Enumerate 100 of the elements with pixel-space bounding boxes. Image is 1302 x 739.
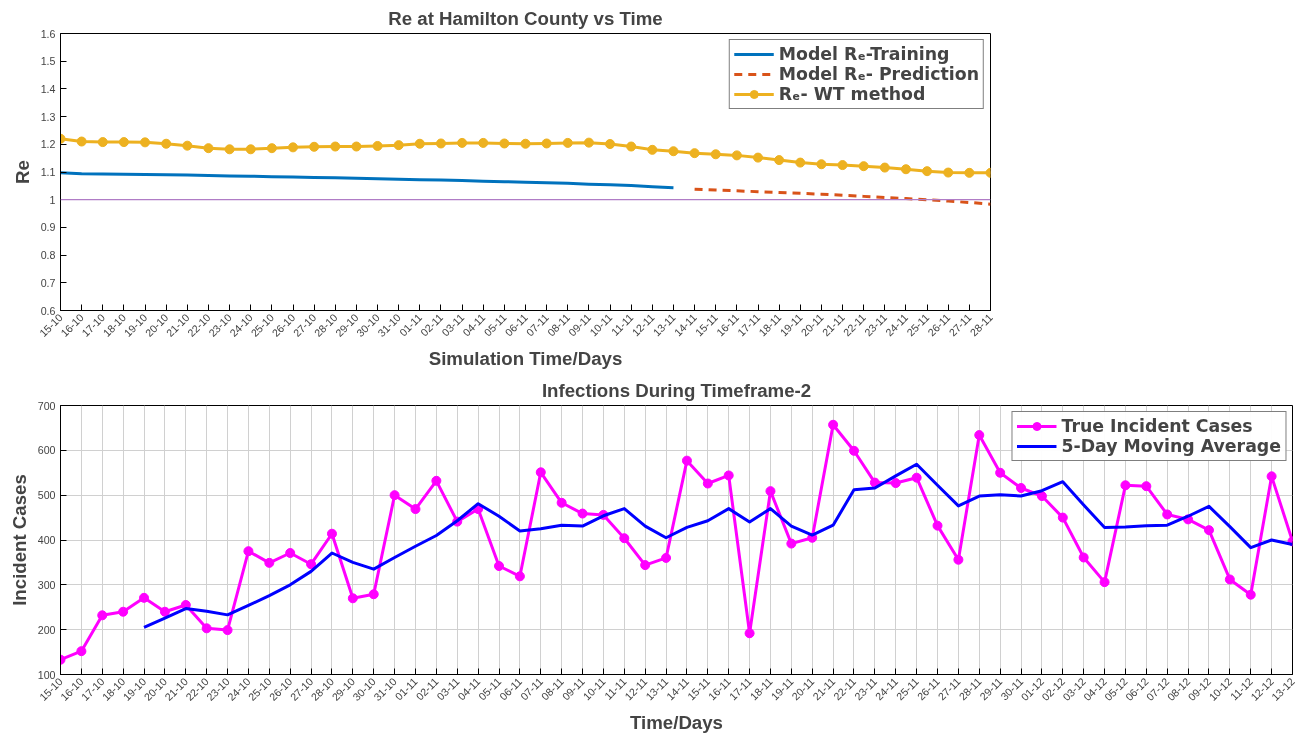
y-axis-title: Re <box>11 160 33 184</box>
point <box>1245 589 1256 600</box>
point <box>828 419 839 430</box>
point <box>372 140 383 151</box>
point <box>389 490 400 501</box>
y-tick-label: 500 <box>37 489 56 502</box>
point <box>848 445 859 456</box>
point <box>435 138 446 149</box>
point <box>731 150 742 161</box>
point <box>1162 509 1173 520</box>
point <box>619 533 630 544</box>
point <box>494 561 505 571</box>
point <box>702 478 713 489</box>
point <box>457 137 468 148</box>
y-tick-label: 400 <box>37 534 56 546</box>
point <box>1016 483 1027 493</box>
y-tick-label: 1 <box>49 193 56 206</box>
y-tick-label: 600 <box>37 444 56 457</box>
point <box>932 520 943 531</box>
point <box>1266 471 1277 482</box>
point <box>816 159 827 170</box>
point <box>1120 480 1131 491</box>
point <box>266 143 277 154</box>
point <box>161 138 172 149</box>
point <box>245 144 256 155</box>
point <box>577 508 588 519</box>
point <box>879 162 890 173</box>
point <box>97 137 108 148</box>
y-tick-label: 100 <box>37 668 56 681</box>
point <box>159 606 170 617</box>
point <box>605 139 616 150</box>
point <box>556 497 567 508</box>
point <box>837 160 848 171</box>
point <box>964 167 975 178</box>
point <box>431 475 442 486</box>
point <box>1057 512 1068 523</box>
point <box>139 592 150 603</box>
point <box>890 478 901 489</box>
point <box>182 140 193 151</box>
y-axis-title: Incident Cases <box>8 474 30 606</box>
point <box>953 554 964 565</box>
point <box>330 141 341 152</box>
point <box>753 152 763 163</box>
point <box>76 136 87 147</box>
y-tick-label: 200 <box>37 623 56 636</box>
point <box>744 628 755 639</box>
point <box>795 157 806 168</box>
y-tick-label: 0.8 <box>40 249 56 262</box>
y-tick-label: 0.7 <box>40 276 56 289</box>
point <box>541 138 552 149</box>
point <box>710 149 721 160</box>
point <box>499 138 510 149</box>
x-axis-title: Simulation Time/Days <box>428 348 623 370</box>
point <box>347 593 358 604</box>
point <box>1141 481 1152 492</box>
point <box>288 142 298 153</box>
y-tick-label: 1.6 <box>40 27 56 40</box>
point <box>1224 574 1235 585</box>
y-tick-label: 1.2 <box>40 138 56 151</box>
line-series <box>142 462 1293 629</box>
point <box>243 546 254 557</box>
point <box>306 559 317 570</box>
point <box>668 146 679 157</box>
point <box>140 137 151 148</box>
point <box>514 571 525 582</box>
point <box>222 625 233 636</box>
legend-label: Rₑ- WT method <box>778 84 926 104</box>
chart-title: Infections During Timeframe-2 <box>541 379 812 401</box>
point <box>995 467 1006 478</box>
x-axis-title: Time/Days <box>630 712 724 734</box>
y-tick-label: 1.5 <box>40 55 56 68</box>
point <box>1036 491 1047 502</box>
point <box>943 167 954 178</box>
point <box>201 623 212 634</box>
y-tick-label: 300 <box>37 578 56 591</box>
point <box>414 138 425 149</box>
y-tick-label: 1.3 <box>40 110 56 123</box>
y-tick-label: 700 <box>37 399 56 412</box>
y-tick-label: 0.9 <box>40 221 56 234</box>
point <box>765 486 776 497</box>
point <box>922 166 933 177</box>
point <box>393 140 404 151</box>
point <box>583 137 594 148</box>
point <box>326 528 337 539</box>
y-tick-label: 1.4 <box>40 82 56 95</box>
legend-label: Model Rₑ-Training <box>778 44 950 64</box>
legend-label: 5-Day Moving Average <box>1061 436 1281 456</box>
legend-label: Model Rₑ- Prediction <box>778 64 979 84</box>
y-tick-label: 0.6 <box>40 304 56 317</box>
point <box>900 164 911 175</box>
point <box>689 148 700 159</box>
point <box>640 560 651 571</box>
chart-title: Re at Hamilton County vs Time <box>388 7 663 29</box>
point <box>661 552 672 563</box>
point <box>723 470 734 481</box>
point <box>410 504 421 515</box>
point <box>1203 525 1214 536</box>
point <box>1099 577 1110 588</box>
point <box>118 137 129 148</box>
point <box>520 138 531 149</box>
